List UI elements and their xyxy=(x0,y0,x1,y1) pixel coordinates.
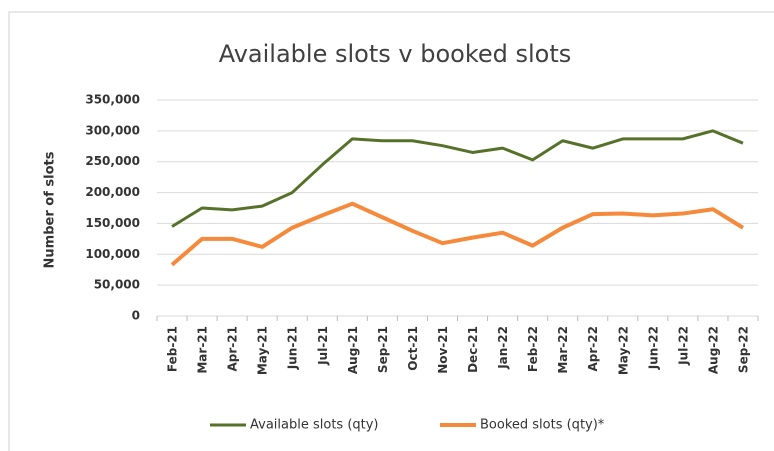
x-tick-label: Apr-22 xyxy=(586,326,600,371)
series-line xyxy=(170,201,745,267)
y-tick-label: 100,000 xyxy=(85,247,140,261)
x-tick-label: Jun-21 xyxy=(286,326,300,370)
chart-title: Available slots v booked slots xyxy=(219,40,572,68)
x-tick-label: Sep-21 xyxy=(376,326,390,373)
x-tick-label: Aug-21 xyxy=(346,326,360,374)
x-tick-label: Nov-21 xyxy=(436,326,450,374)
x-tick-label: Oct-21 xyxy=(406,326,420,371)
y-tick-label: 300,000 xyxy=(85,123,140,137)
y-tick-label: 0 xyxy=(132,309,140,323)
x-tick-label: May-21 xyxy=(256,326,270,375)
y-tick-label: 50,000 xyxy=(94,278,140,292)
x-tick-label: Mar-21 xyxy=(196,326,210,374)
x-tick-label: Jan-22 xyxy=(496,326,510,370)
x-tick-label: Feb-22 xyxy=(526,326,540,372)
x-tick-label: May-22 xyxy=(616,326,630,375)
x-tick-label: Jun-22 xyxy=(646,326,660,370)
legend-label: Booked slots (qty)* xyxy=(480,418,605,433)
chart-border xyxy=(8,11,774,451)
x-tick-label: Sep-22 xyxy=(736,326,750,373)
x-tick-label: Feb-21 xyxy=(166,326,180,372)
y-axis-label: Number of slots xyxy=(43,151,58,268)
x-tick-label: Mar-22 xyxy=(556,326,570,374)
x-tick-label: Apr-21 xyxy=(226,326,240,371)
y-tick-label: 150,000 xyxy=(85,216,140,230)
x-tick-label: Jul-21 xyxy=(316,326,330,366)
x-tick-label: Dec-21 xyxy=(466,326,480,373)
y-tick-label: 200,000 xyxy=(85,185,140,199)
x-tick-label: Jul-22 xyxy=(676,326,690,366)
y-tick-label: 350,000 xyxy=(85,93,140,107)
x-tick-label: Aug-22 xyxy=(706,326,720,374)
legend-label: Available slots (qty) xyxy=(250,418,379,433)
y-tick-label: 250,000 xyxy=(85,154,140,168)
series-line xyxy=(171,129,744,228)
